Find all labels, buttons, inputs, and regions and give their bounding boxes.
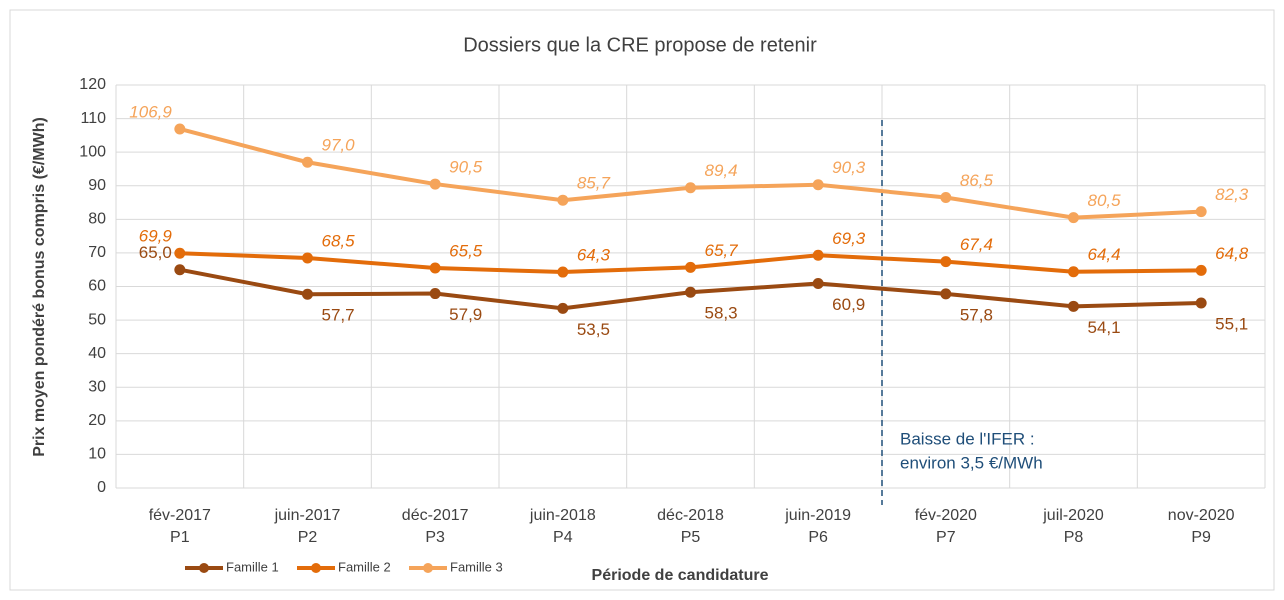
y-tick-label: 120 [79, 76, 106, 93]
x-axis-label: Période de candidature [592, 567, 769, 584]
x-tick-label: déc-2017 [402, 507, 469, 524]
legend-label: Famille 1 [226, 559, 279, 574]
data-point [1068, 266, 1079, 278]
data-point [940, 256, 952, 268]
data-point [557, 302, 569, 314]
data-label: 57,8 [960, 305, 993, 324]
data-point [1068, 212, 1079, 224]
data-point [429, 178, 441, 190]
y-tick-label: 70 [88, 244, 106, 261]
legend-marker [423, 563, 433, 573]
x-tick-label: déc-2018 [657, 507, 724, 524]
data-label: 89,4 [705, 161, 738, 180]
data-point [429, 288, 441, 300]
data-label: 97,0 [322, 136, 356, 155]
data-label: 65,5 [449, 242, 483, 261]
data-label: 80,5 [1088, 191, 1122, 210]
data-point [812, 179, 824, 191]
y-tick-label: 90 [88, 177, 106, 194]
data-point [302, 252, 313, 264]
x-tick-label: fév-2017 [149, 507, 211, 524]
data-point [812, 277, 824, 289]
data-label: 54,1 [1088, 318, 1121, 337]
data-point [685, 286, 696, 298]
y-tick-label: 20 [88, 412, 106, 429]
data-label: 60,9 [832, 295, 865, 314]
y-tick-label: 0 [97, 479, 106, 496]
y-tick-label: 110 [80, 110, 106, 127]
annotation: environ 3,5 €/MWh [900, 453, 1043, 472]
data-label: 64,8 [1215, 244, 1249, 263]
data-label: 65,0 [139, 243, 172, 262]
data-label: 58,3 [705, 304, 738, 323]
legend-label: Famille 3 [450, 559, 503, 574]
data-point [1195, 297, 1207, 309]
y-tick-label: 80 [88, 211, 106, 228]
legend-label: Famille 2 [338, 559, 391, 574]
x-tick-label: P1 [170, 529, 190, 546]
x-tick-label: juin-2018 [529, 507, 596, 524]
data-label: 64,4 [1088, 245, 1121, 264]
y-tick-label: 10 [88, 446, 106, 463]
y-tick-label: 100 [79, 143, 106, 160]
data-point [940, 288, 952, 300]
x-tick-label: P4 [553, 529, 573, 546]
legend-marker [199, 563, 209, 573]
x-tick-label: P9 [1191, 529, 1211, 546]
data-label: 68,5 [322, 231, 356, 250]
data-label: 64,3 [577, 246, 611, 265]
y-tick-label: 50 [88, 311, 106, 328]
data-label: 53,5 [577, 320, 610, 339]
data-point [557, 194, 569, 206]
x-tick-label: juin-2019 [784, 507, 851, 524]
data-point [557, 266, 569, 278]
data-point [429, 262, 441, 274]
y-tick-label: 40 [88, 345, 106, 362]
x-tick-label: P5 [681, 529, 701, 546]
data-label: 57,7 [322, 306, 355, 325]
annotation: Baisse de l'IFER : [900, 429, 1035, 448]
y-tick-label: 60 [88, 278, 106, 295]
x-tick-label: P2 [298, 529, 318, 546]
data-label: 90,3 [832, 158, 866, 177]
x-tick-label: P6 [808, 529, 828, 546]
data-label: 57,9 [449, 305, 482, 324]
y-axis-label: Prix moyen pondéré bonus compris (€/MWh) [31, 117, 48, 457]
data-point [940, 192, 952, 204]
x-tick-label: P7 [936, 529, 956, 546]
x-tick-label: juin-2017 [274, 507, 341, 524]
data-label: 85,7 [577, 174, 611, 193]
x-tick-label: nov-2020 [1168, 507, 1235, 524]
data-point [1068, 300, 1079, 312]
data-point [1195, 264, 1207, 276]
data-label: 67,4 [960, 235, 993, 254]
data-point [685, 182, 696, 194]
x-tick-label: P8 [1064, 529, 1084, 546]
data-label: 69,9 [139, 227, 173, 246]
data-label: 86,5 [960, 171, 994, 190]
data-point [174, 264, 186, 276]
chart-title: Dossiers que la CRE propose de retenir [463, 34, 817, 56]
data-label: 90,5 [449, 158, 483, 177]
y-tick-label: 30 [88, 378, 106, 395]
data-point [302, 156, 313, 168]
data-point [302, 288, 313, 300]
x-tick-label: juil-2020 [1042, 507, 1104, 524]
data-label: 82,3 [1215, 185, 1249, 204]
data-point [812, 249, 824, 261]
data-label: 65,7 [705, 241, 739, 260]
data-label: 55,1 [1215, 314, 1248, 333]
x-tick-label: P3 [425, 529, 445, 546]
data-label: 69,3 [832, 229, 866, 248]
x-tick-label: fév-2020 [915, 507, 977, 524]
data-point [685, 261, 696, 273]
data-point [174, 123, 186, 135]
data-point [174, 247, 186, 259]
data-label: 106,9 [129, 102, 172, 121]
data-point [1195, 206, 1207, 218]
legend-marker [311, 563, 321, 573]
